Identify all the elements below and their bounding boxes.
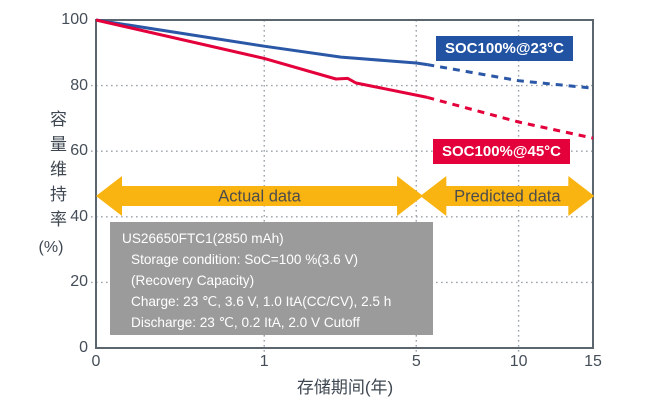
series-actual-line-0 bbox=[95, 18, 428, 67]
series-actual-line-1 bbox=[95, 18, 428, 99]
x-tick-label: 5 bbox=[411, 353, 421, 370]
predicted-data-label: Predicted data bbox=[454, 187, 561, 206]
series-label-soc100-23c: SOC100%@23°C bbox=[436, 36, 574, 61]
series-predicted-line-1 bbox=[426, 95, 594, 140]
y-tick-label: 20 bbox=[70, 273, 88, 291]
info-line-charge: Charge: 23 ℃, 3.6 V, 1.0 ItA(CC/CV), 2.5… bbox=[131, 294, 392, 309]
actual-data-label: Actual data bbox=[218, 187, 301, 206]
chart-canvas bbox=[91, 18, 595, 353]
y-axis-unit: (%) bbox=[38, 239, 64, 256]
range-arrow-0 bbox=[96, 176, 424, 216]
info-line-discharge: Discharge: 23 ℃, 0.2 ItA, 2.0 V Cutoff bbox=[131, 315, 360, 330]
info-line-storage: Storage condition: SoC=100 %(3.6 V) bbox=[131, 252, 359, 267]
x-tick-label: 0 bbox=[91, 353, 101, 370]
series-label-soc100-45c: SOC100%@45°C bbox=[433, 139, 571, 164]
info-line-recovery: (Recovery Capacity) bbox=[131, 273, 255, 288]
x-tick-label: 10 bbox=[509, 353, 528, 370]
x-tick-label: 1 bbox=[259, 353, 269, 370]
x-tick-label: 15 bbox=[584, 353, 602, 370]
y-axis-ticks: 0 20 40 60 80 100 bbox=[0, 0, 88, 400]
y-tick-label: 0 bbox=[79, 339, 88, 356]
y-tick-label: 80 bbox=[70, 76, 88, 94]
y-axis-title: 容量维持率 bbox=[47, 110, 66, 235]
range-arrow-1 bbox=[420, 176, 595, 216]
x-axis-title: 存储期间(年) bbox=[296, 378, 394, 397]
x-axis-ticks: 0 1 5 10 15 bbox=[92, 353, 602, 373]
y-tick-label: 100 bbox=[61, 11, 88, 28]
test-conditions-box: US26650FTC1(2850 mAh) Storage condition:… bbox=[110, 222, 433, 335]
plot-border bbox=[95, 19, 594, 349]
y-tick-label: 60 bbox=[70, 142, 88, 160]
plot-area: Actual data Predicted data SOC100%@23°C … bbox=[91, 18, 595, 353]
y-tick-label: 40 bbox=[70, 207, 88, 225]
info-line-model: US26650FTC1(2850 mAh) bbox=[122, 231, 284, 246]
series-predicted-line-0 bbox=[427, 63, 594, 90]
